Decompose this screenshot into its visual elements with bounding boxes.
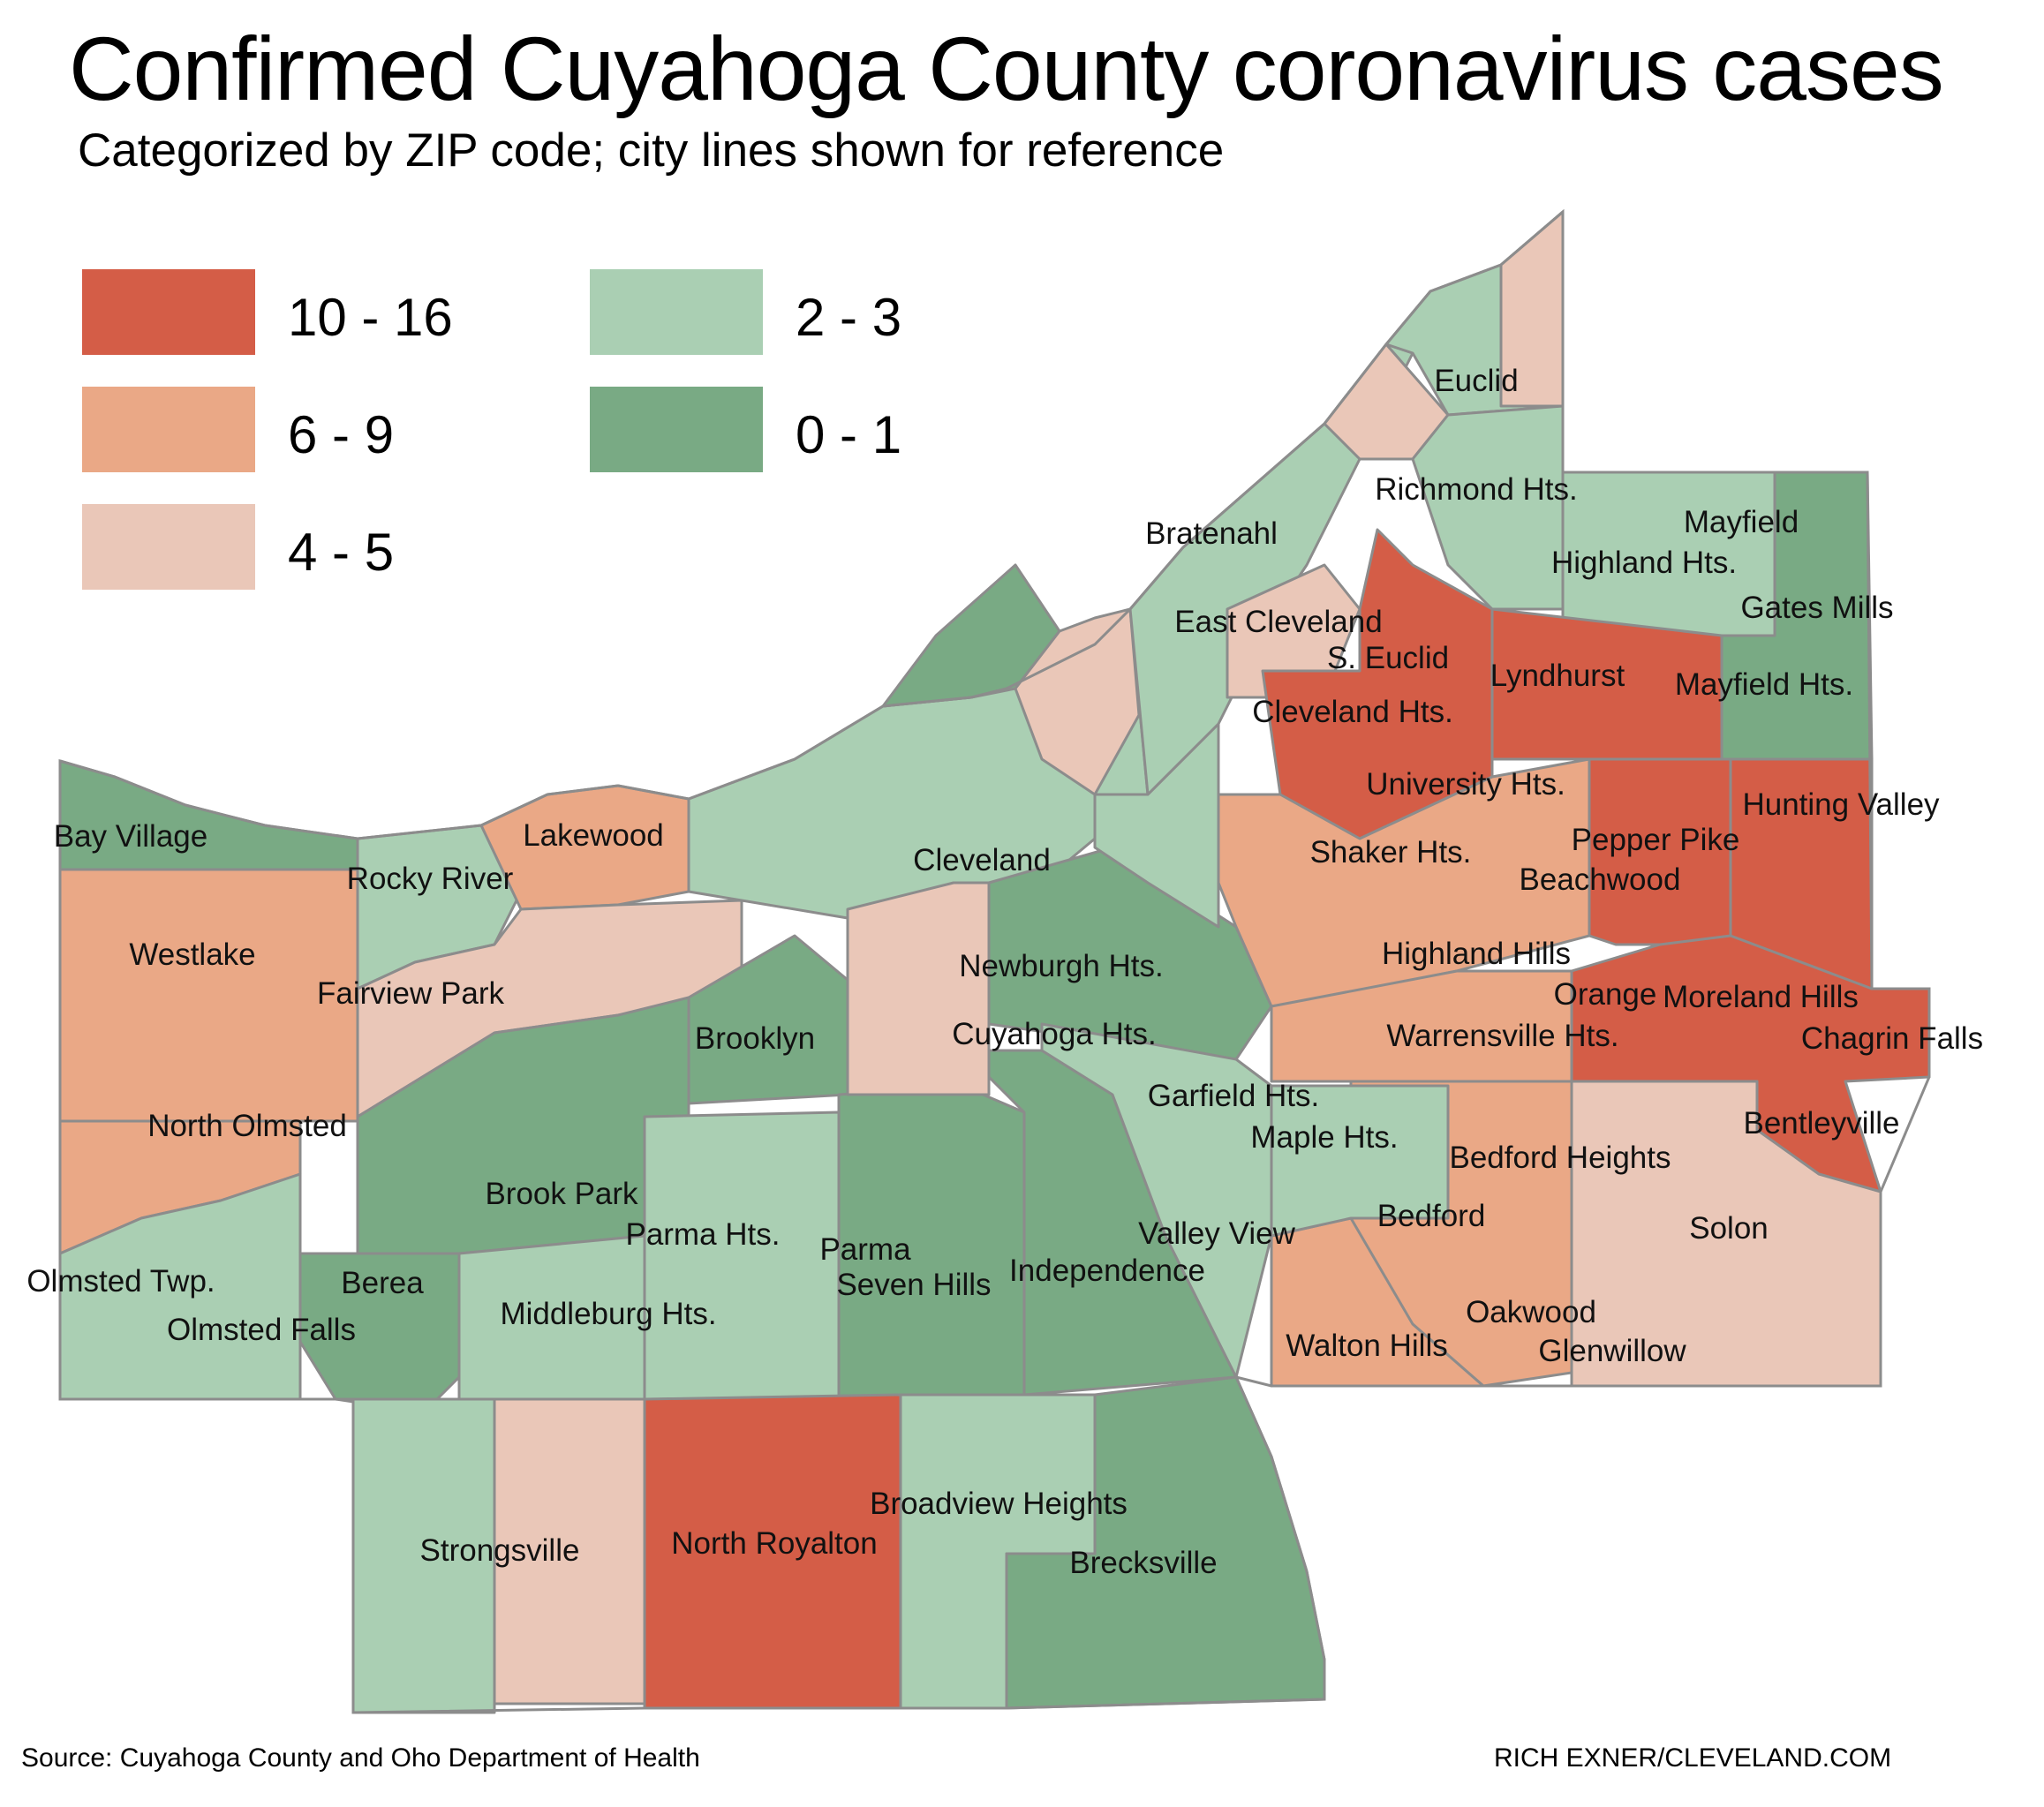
place-label: Bay Village xyxy=(54,819,207,854)
region-westlake xyxy=(58,868,359,1123)
place-label: Orange xyxy=(1554,977,1657,1012)
county-outline xyxy=(58,208,1931,1714)
place-label: Bentleyville xyxy=(1743,1106,1899,1141)
legend-swatch xyxy=(82,269,255,355)
place-label: North Royalton xyxy=(671,1526,877,1561)
place-label: Bedford Heights xyxy=(1450,1141,1671,1175)
place-label: University Hts. xyxy=(1366,767,1565,802)
place-label: North Olmsted xyxy=(147,1109,347,1143)
place-label: Valley View xyxy=(1138,1216,1295,1251)
place-label: Cleveland Hts. xyxy=(1252,695,1453,729)
place-label: Cuyahoga Hts. xyxy=(952,1017,1157,1051)
place-label: Garfield Hts. xyxy=(1148,1079,1320,1113)
place-label: Warrensville Hts. xyxy=(1386,1019,1618,1053)
place-label: Newburgh Hts. xyxy=(959,949,1163,983)
place-label: Brecksville xyxy=(1069,1546,1217,1580)
place-label: Shaker Hts. xyxy=(1310,835,1472,870)
place-label: Westlake xyxy=(129,937,255,972)
place-label: Lakewood xyxy=(523,818,664,853)
place-label: Gates Mills xyxy=(1740,591,1893,625)
place-label: Berea xyxy=(341,1266,424,1300)
place-label: Bedford xyxy=(1377,1199,1486,1233)
place-label: Olmsted Twp. xyxy=(26,1264,215,1299)
place-label: Moreland Hills xyxy=(1663,980,1859,1014)
legend-label: 6 - 9 xyxy=(288,405,395,464)
place-label: Independence xyxy=(1009,1254,1205,1288)
region-maple xyxy=(1270,1084,1450,1238)
place-label: Mayfield xyxy=(1684,505,1799,539)
place-label: Oakwood xyxy=(1466,1295,1596,1329)
region-cleveland-south xyxy=(846,881,991,1096)
place-label: Middleburg Hts. xyxy=(500,1297,716,1331)
place-label: Beachwood xyxy=(1520,862,1681,897)
place-label: Bratenahl xyxy=(1145,516,1278,551)
place-label: Broadview Heights xyxy=(870,1487,1128,1521)
place-label: Olmsted Falls xyxy=(167,1313,356,1347)
legend-swatch xyxy=(590,387,763,472)
legend-swatch xyxy=(82,387,255,472)
source-note: Source: Cuyahoga County and Oho Departme… xyxy=(21,1743,700,1773)
place-label: Solon xyxy=(1689,1211,1769,1246)
place-label: Brooklyn xyxy=(695,1021,815,1056)
region-east-cleveland xyxy=(1226,563,1361,699)
place-label: Cleveland xyxy=(913,843,1051,877)
place-label: Richmond Hts. xyxy=(1375,472,1578,507)
place-label: Highland Hills xyxy=(1382,937,1571,971)
place-label: Walton Hills xyxy=(1286,1329,1447,1363)
place-label: Parma Hts. xyxy=(625,1217,780,1252)
place-label: Brook Park xyxy=(485,1177,638,1211)
place-label: Hunting Valley xyxy=(1742,787,1940,822)
map-title: Confirmed Cuyahoga County coronavirus ca… xyxy=(69,19,1944,119)
place-label: Euclid xyxy=(1434,364,1518,398)
place-label: Maple Hts. xyxy=(1250,1120,1398,1155)
legend-label: 4 - 5 xyxy=(288,523,395,582)
place-label: Glenwillow xyxy=(1538,1334,1686,1368)
place-label: S. Euclid xyxy=(1327,641,1449,675)
place-label: Mayfield Hts. xyxy=(1675,667,1853,702)
place-label: Chagrin Falls xyxy=(1801,1021,1983,1056)
place-label: Parma xyxy=(819,1232,911,1267)
place-label: Fairview Park xyxy=(317,976,504,1011)
place-label: Highland Hts. xyxy=(1551,546,1737,580)
region-cleveland-ne xyxy=(1014,607,1141,796)
legend-label: 10 - 16 xyxy=(288,288,453,347)
place-label: Strongsville xyxy=(420,1533,580,1568)
region-shaker xyxy=(1217,757,1591,1008)
credit-note: RICH EXNER/CLEVELAND.COM xyxy=(1494,1743,1892,1773)
legend-label: 2 - 3 xyxy=(796,288,902,347)
map-subtitle: Categorized by ZIP code; city lines show… xyxy=(78,124,1225,177)
place-label: Lyndhurst xyxy=(1490,659,1625,693)
region-parma-hts xyxy=(643,1111,841,1401)
place-label: East Cleveland xyxy=(1174,605,1382,639)
legend-swatch xyxy=(590,269,763,355)
place-label: Seven Hills xyxy=(836,1268,991,1302)
place-label: Pepper Pike xyxy=(1572,823,1740,857)
legend-swatch xyxy=(82,504,255,590)
legend-label: 0 - 1 xyxy=(796,405,902,464)
place-label: Rocky River xyxy=(347,862,514,896)
